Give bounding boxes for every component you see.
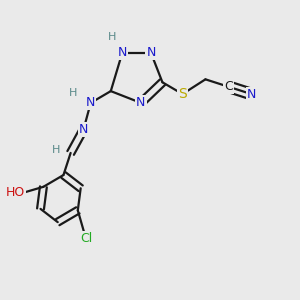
Text: H: H — [52, 145, 61, 155]
Text: N: N — [247, 88, 256, 100]
Text: N: N — [136, 96, 146, 110]
Text: N: N — [86, 96, 95, 110]
Text: HO: HO — [5, 186, 25, 199]
Text: N: N — [118, 46, 127, 59]
Text: H: H — [69, 88, 78, 98]
Text: N: N — [79, 123, 88, 136]
Text: N: N — [146, 46, 156, 59]
Text: C: C — [224, 80, 233, 93]
Text: S: S — [178, 87, 187, 101]
Text: H: H — [108, 32, 116, 42]
Text: Cl: Cl — [80, 232, 92, 245]
